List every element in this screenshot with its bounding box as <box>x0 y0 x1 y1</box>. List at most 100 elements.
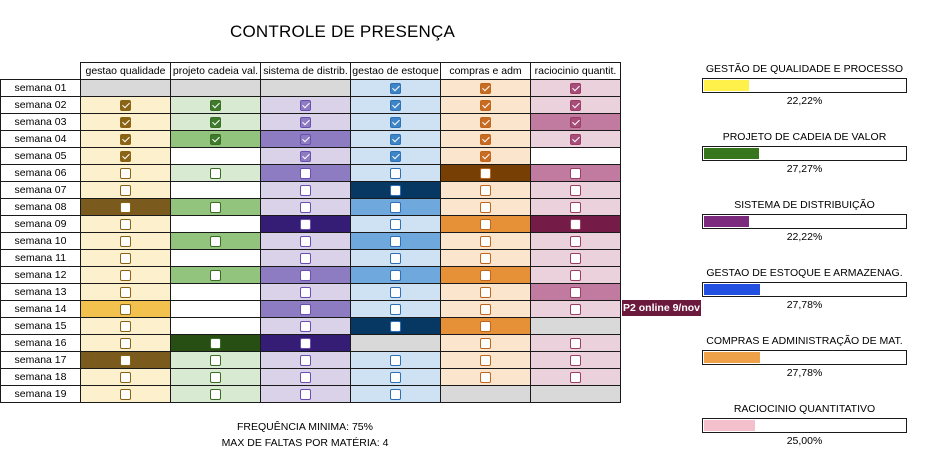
attendance-cell[interactable] <box>260 334 351 352</box>
attendance-cell[interactable] <box>530 232 621 250</box>
checkbox-icon[interactable] <box>390 252 401 264</box>
checkbox-icon[interactable] <box>210 235 221 247</box>
attendance-cell[interactable] <box>170 164 261 182</box>
attendance-cell[interactable] <box>530 198 621 216</box>
attendance-cell[interactable] <box>350 181 441 199</box>
attendance-cell[interactable] <box>260 215 351 233</box>
checkbox-icon[interactable] <box>390 269 401 281</box>
attendance-cell[interactable] <box>530 113 621 131</box>
checkbox-icon[interactable] <box>300 252 311 264</box>
attendance-cell[interactable] <box>350 164 441 182</box>
checkbox-icon[interactable] <box>300 337 311 349</box>
checkbox-icon[interactable] <box>570 269 581 281</box>
attendance-cell[interactable] <box>260 266 351 284</box>
checkbox-icon[interactable] <box>570 354 581 366</box>
checkbox-icon[interactable] <box>120 184 131 196</box>
attendance-cell[interactable] <box>260 368 351 386</box>
checkbox-icon[interactable] <box>120 354 131 366</box>
checkbox-icon[interactable] <box>120 235 131 247</box>
checkbox-icon[interactable] <box>120 269 131 281</box>
attendance-cell[interactable] <box>530 96 621 114</box>
attendance-cell[interactable] <box>350 266 441 284</box>
checkbox-icon[interactable] <box>390 167 401 179</box>
attendance-cell[interactable] <box>530 334 621 352</box>
attendance-cell[interactable] <box>440 368 531 386</box>
attendance-cell[interactable] <box>530 79 621 97</box>
attendance-cell[interactable] <box>260 130 351 148</box>
checkbox-icon[interactable] <box>390 99 401 111</box>
checkbox-icon[interactable] <box>300 218 311 230</box>
checkbox-icon[interactable] <box>300 371 311 383</box>
checkbox-icon[interactable] <box>570 303 581 315</box>
checkbox-icon[interactable] <box>390 218 401 230</box>
checkbox-icon[interactable] <box>120 150 131 162</box>
attendance-cell[interactable] <box>350 232 441 250</box>
checkbox-icon[interactable] <box>120 388 131 400</box>
attendance-cell[interactable] <box>80 334 171 352</box>
attendance-cell[interactable] <box>260 351 351 369</box>
checkbox-icon[interactable] <box>390 388 401 400</box>
attendance-cell[interactable] <box>530 368 621 386</box>
checkbox-icon[interactable] <box>120 218 131 230</box>
attendance-cell[interactable] <box>440 249 531 267</box>
attendance-cell[interactable] <box>440 351 531 369</box>
checkbox-icon[interactable] <box>300 99 311 111</box>
attendance-cell[interactable] <box>350 198 441 216</box>
attendance-cell[interactable] <box>350 147 441 165</box>
attendance-cell[interactable] <box>80 96 171 114</box>
checkbox-icon[interactable] <box>480 303 491 315</box>
attendance-cell[interactable] <box>80 283 171 301</box>
checkbox-icon[interactable] <box>300 167 311 179</box>
attendance-cell[interactable] <box>440 215 531 233</box>
checkbox-icon[interactable] <box>300 201 311 213</box>
checkbox-icon[interactable] <box>480 133 491 145</box>
checkbox-icon[interactable] <box>480 337 491 349</box>
checkbox-icon[interactable] <box>570 82 581 94</box>
attendance-cell[interactable] <box>440 283 531 301</box>
checkbox-icon[interactable] <box>300 235 311 247</box>
attendance-cell[interactable] <box>260 164 351 182</box>
attendance-cell[interactable] <box>530 130 621 148</box>
attendance-cell[interactable] <box>440 266 531 284</box>
checkbox-icon[interactable] <box>300 184 311 196</box>
attendance-cell[interactable] <box>350 317 441 335</box>
checkbox-icon[interactable] <box>120 371 131 383</box>
attendance-cell[interactable] <box>170 130 261 148</box>
attendance-cell[interactable] <box>80 181 171 199</box>
attendance-cell[interactable] <box>80 249 171 267</box>
checkbox-icon[interactable] <box>480 116 491 128</box>
attendance-cell[interactable] <box>530 181 621 199</box>
checkbox-icon[interactable] <box>390 201 401 213</box>
attendance-cell[interactable] <box>350 130 441 148</box>
attendance-cell[interactable] <box>80 351 171 369</box>
attendance-cell[interactable] <box>170 198 261 216</box>
checkbox-icon[interactable] <box>570 286 581 298</box>
attendance-cell[interactable] <box>350 300 441 318</box>
attendance-cell[interactable] <box>350 283 441 301</box>
attendance-cell[interactable] <box>80 385 171 403</box>
checkbox-icon[interactable] <box>570 184 581 196</box>
attendance-cell[interactable] <box>170 96 261 114</box>
checkbox-icon[interactable] <box>120 337 131 349</box>
checkbox-icon[interactable] <box>300 354 311 366</box>
checkbox-icon[interactable] <box>480 252 491 264</box>
attendance-cell[interactable] <box>260 300 351 318</box>
attendance-cell[interactable] <box>170 351 261 369</box>
attendance-cell[interactable] <box>440 198 531 216</box>
checkbox-icon[interactable] <box>390 235 401 247</box>
checkbox-icon[interactable] <box>570 252 581 264</box>
checkbox-icon[interactable] <box>120 167 131 179</box>
attendance-cell[interactable] <box>530 249 621 267</box>
attendance-cell[interactable] <box>260 147 351 165</box>
attendance-cell[interactable] <box>350 385 441 403</box>
checkbox-icon[interactable] <box>480 235 491 247</box>
checkbox-icon[interactable] <box>480 184 491 196</box>
checkbox-icon[interactable] <box>210 337 221 349</box>
checkbox-icon[interactable] <box>210 167 221 179</box>
checkbox-icon[interactable] <box>210 99 221 111</box>
checkbox-icon[interactable] <box>480 201 491 213</box>
attendance-cell[interactable] <box>170 368 261 386</box>
checkbox-icon[interactable] <box>210 269 221 281</box>
attendance-cell[interactable] <box>80 317 171 335</box>
attendance-cell[interactable] <box>260 385 351 403</box>
